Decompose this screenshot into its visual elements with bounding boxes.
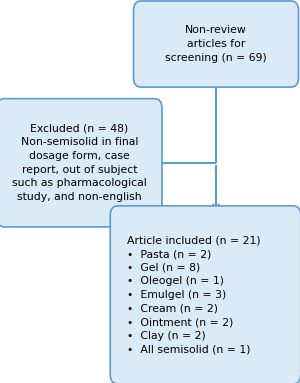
FancyBboxPatch shape <box>134 1 298 87</box>
Text: Excluded (n = 48)
Non-semisolid in final
dosage form, case
report, out of subjec: Excluded (n = 48) Non-semisolid in final… <box>12 124 147 202</box>
FancyBboxPatch shape <box>110 206 300 383</box>
Text: Non-review
articles for
screening (n = 69): Non-review articles for screening (n = 6… <box>165 25 267 63</box>
FancyBboxPatch shape <box>0 98 162 227</box>
Text: Article included (n = 21)
•  Pasta (n = 2)
•  Gel (n = 8)
•  Oleogel (n = 1)
•  : Article included (n = 21) • Pasta (n = 2… <box>127 236 260 354</box>
